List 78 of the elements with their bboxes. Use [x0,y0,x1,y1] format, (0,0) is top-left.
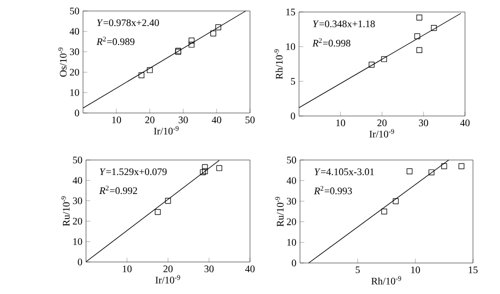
y-tick-label: 50 [70,8,80,14]
y-tick-label: 20 [72,218,82,225]
y-tick-label: 10 [70,89,80,96]
annotation: Y=0.348x+1.18 [313,20,375,28]
y-tick-label: 5 [291,78,296,85]
point [441,163,448,170]
point [188,42,194,48]
x-tick-label: 30 [418,120,428,126]
point [202,164,208,170]
x-tick-label: 50 [246,116,255,124]
annotation: R$^{2}$=0.992 [99,186,138,194]
y-axis-title: Ru/10$^{-9}$ [275,196,284,227]
point [416,47,422,54]
y-tick-label: 50 [287,156,296,164]
annotation: Y=1.529x+0.079 [100,168,167,176]
x-tick-label: 30 [204,266,214,272]
point [165,198,171,204]
y-tick-label: 15 [286,8,296,16]
point [381,56,387,62]
y-tick-label: 0 [290,112,296,120]
y-axis-title: Ru/10$^{-9}$ [61,196,70,226]
y-tick-label: 0 [74,110,80,116]
y-axis-title: Rh/10$^{-9}$ [274,49,283,80]
x-tick-label: 10 [122,266,132,272]
y-tick-label: 20 [286,218,296,226]
y-tick-label: 30 [70,48,80,56]
y-tick-label: 0 [292,260,296,266]
x-tick-label: 20 [163,266,173,272]
annotation: Y=4.105x-3.01 [314,168,374,176]
y-tick-label: 40 [286,177,296,184]
x-axis-title: Ir/10$^{-9}$ [155,275,180,284]
x-tick-label: 10 [411,266,420,274]
point [458,163,464,170]
x-tick-label: 10 [336,120,346,126]
point [138,72,144,78]
annotation: R$^{2}$=0.998 [312,38,350,47]
x-tick-label: 20 [145,116,154,124]
y-tick-label: 10 [287,239,296,246]
x-tick-label: 30 [178,116,188,124]
x-axis-title: Rh/10$^{-9}$ [371,276,402,284]
point [381,208,388,214]
point [392,198,399,204]
point [406,168,412,174]
x-tick-label: 15 [468,266,478,274]
y-tick-label: 30 [286,198,296,205]
point [146,67,153,74]
point [216,165,222,172]
point [210,30,216,36]
y-axis-title: Os/10$^{-9}$ [58,48,67,77]
annotation: R$^{2}$=0.993 [314,186,352,194]
y-tick-label: 30 [72,197,82,204]
y-tick-label: 40 [72,177,82,184]
point [368,62,375,68]
point [200,169,206,176]
x-axis-title: Ir/10$^{-9}$ [369,129,394,138]
point [416,14,422,20]
x-tick-label: 20 [377,120,387,126]
y-tick-label: 20 [70,68,80,76]
y-tick-label: 0 [78,258,82,266]
annotation: Y=0.978x+2.40 [97,19,159,26]
y-tick-label: 50 [73,156,82,164]
annotation: R$^{2}$=0.989 [96,36,134,46]
x-tick-label: 40 [460,120,470,126]
point [414,33,420,40]
point [154,209,161,215]
point [188,38,194,44]
x-tick-label: 5 [356,266,360,274]
x-axis-title: Ir/10$^{-9}$ [154,126,179,134]
point [428,169,434,176]
point [215,24,222,30]
x-tick-label: 40 [245,266,255,272]
point [202,168,208,174]
point [430,25,437,31]
y-tick-label: 40 [70,28,80,35]
y-tick-label: 10 [286,43,296,50]
x-tick-label: 10 [112,116,122,124]
y-tick-label: 10 [73,238,82,245]
x-tick-label: 40 [212,116,222,124]
